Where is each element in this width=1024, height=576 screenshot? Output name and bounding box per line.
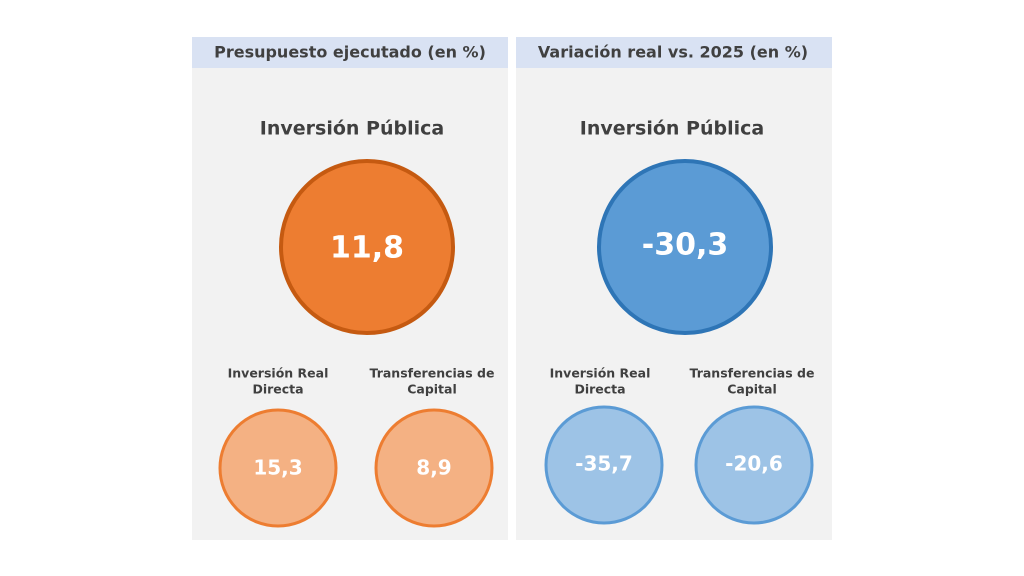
item-label: Inversión Real <box>550 366 651 381</box>
header-text: Presupuesto ejecutado (en %) <box>214 43 486 62</box>
main-circle <box>279 159 455 335</box>
item-value: -20,6 <box>725 452 783 476</box>
item-value: 8,9 <box>416 456 451 480</box>
panel-header <box>192 37 508 68</box>
item-label: Transferencias de <box>690 366 815 381</box>
main-circle <box>597 159 773 335</box>
panel-title: Inversión Pública <box>580 118 764 140</box>
header-text: Variación real vs. 2025 (en %) <box>538 43 808 62</box>
item-label: Directa <box>574 382 625 397</box>
main-value: 11,8 <box>330 231 404 266</box>
item-label: Directa <box>252 382 303 397</box>
item-circle <box>694 405 814 525</box>
item-label: Capital <box>407 382 457 397</box>
item-label: Capital <box>727 382 777 397</box>
panel-title: Inversión Pública <box>260 118 444 140</box>
item-value: -35,7 <box>575 452 633 476</box>
item-circle <box>218 408 338 528</box>
item-circle <box>374 408 494 528</box>
item-circle <box>544 405 664 525</box>
panel-header <box>516 37 832 68</box>
item-value: 15,3 <box>253 456 302 480</box>
item-label: Transferencias de <box>370 366 495 381</box>
main-value: -30,3 <box>642 228 728 263</box>
item-label: Inversión Real <box>228 366 329 381</box>
